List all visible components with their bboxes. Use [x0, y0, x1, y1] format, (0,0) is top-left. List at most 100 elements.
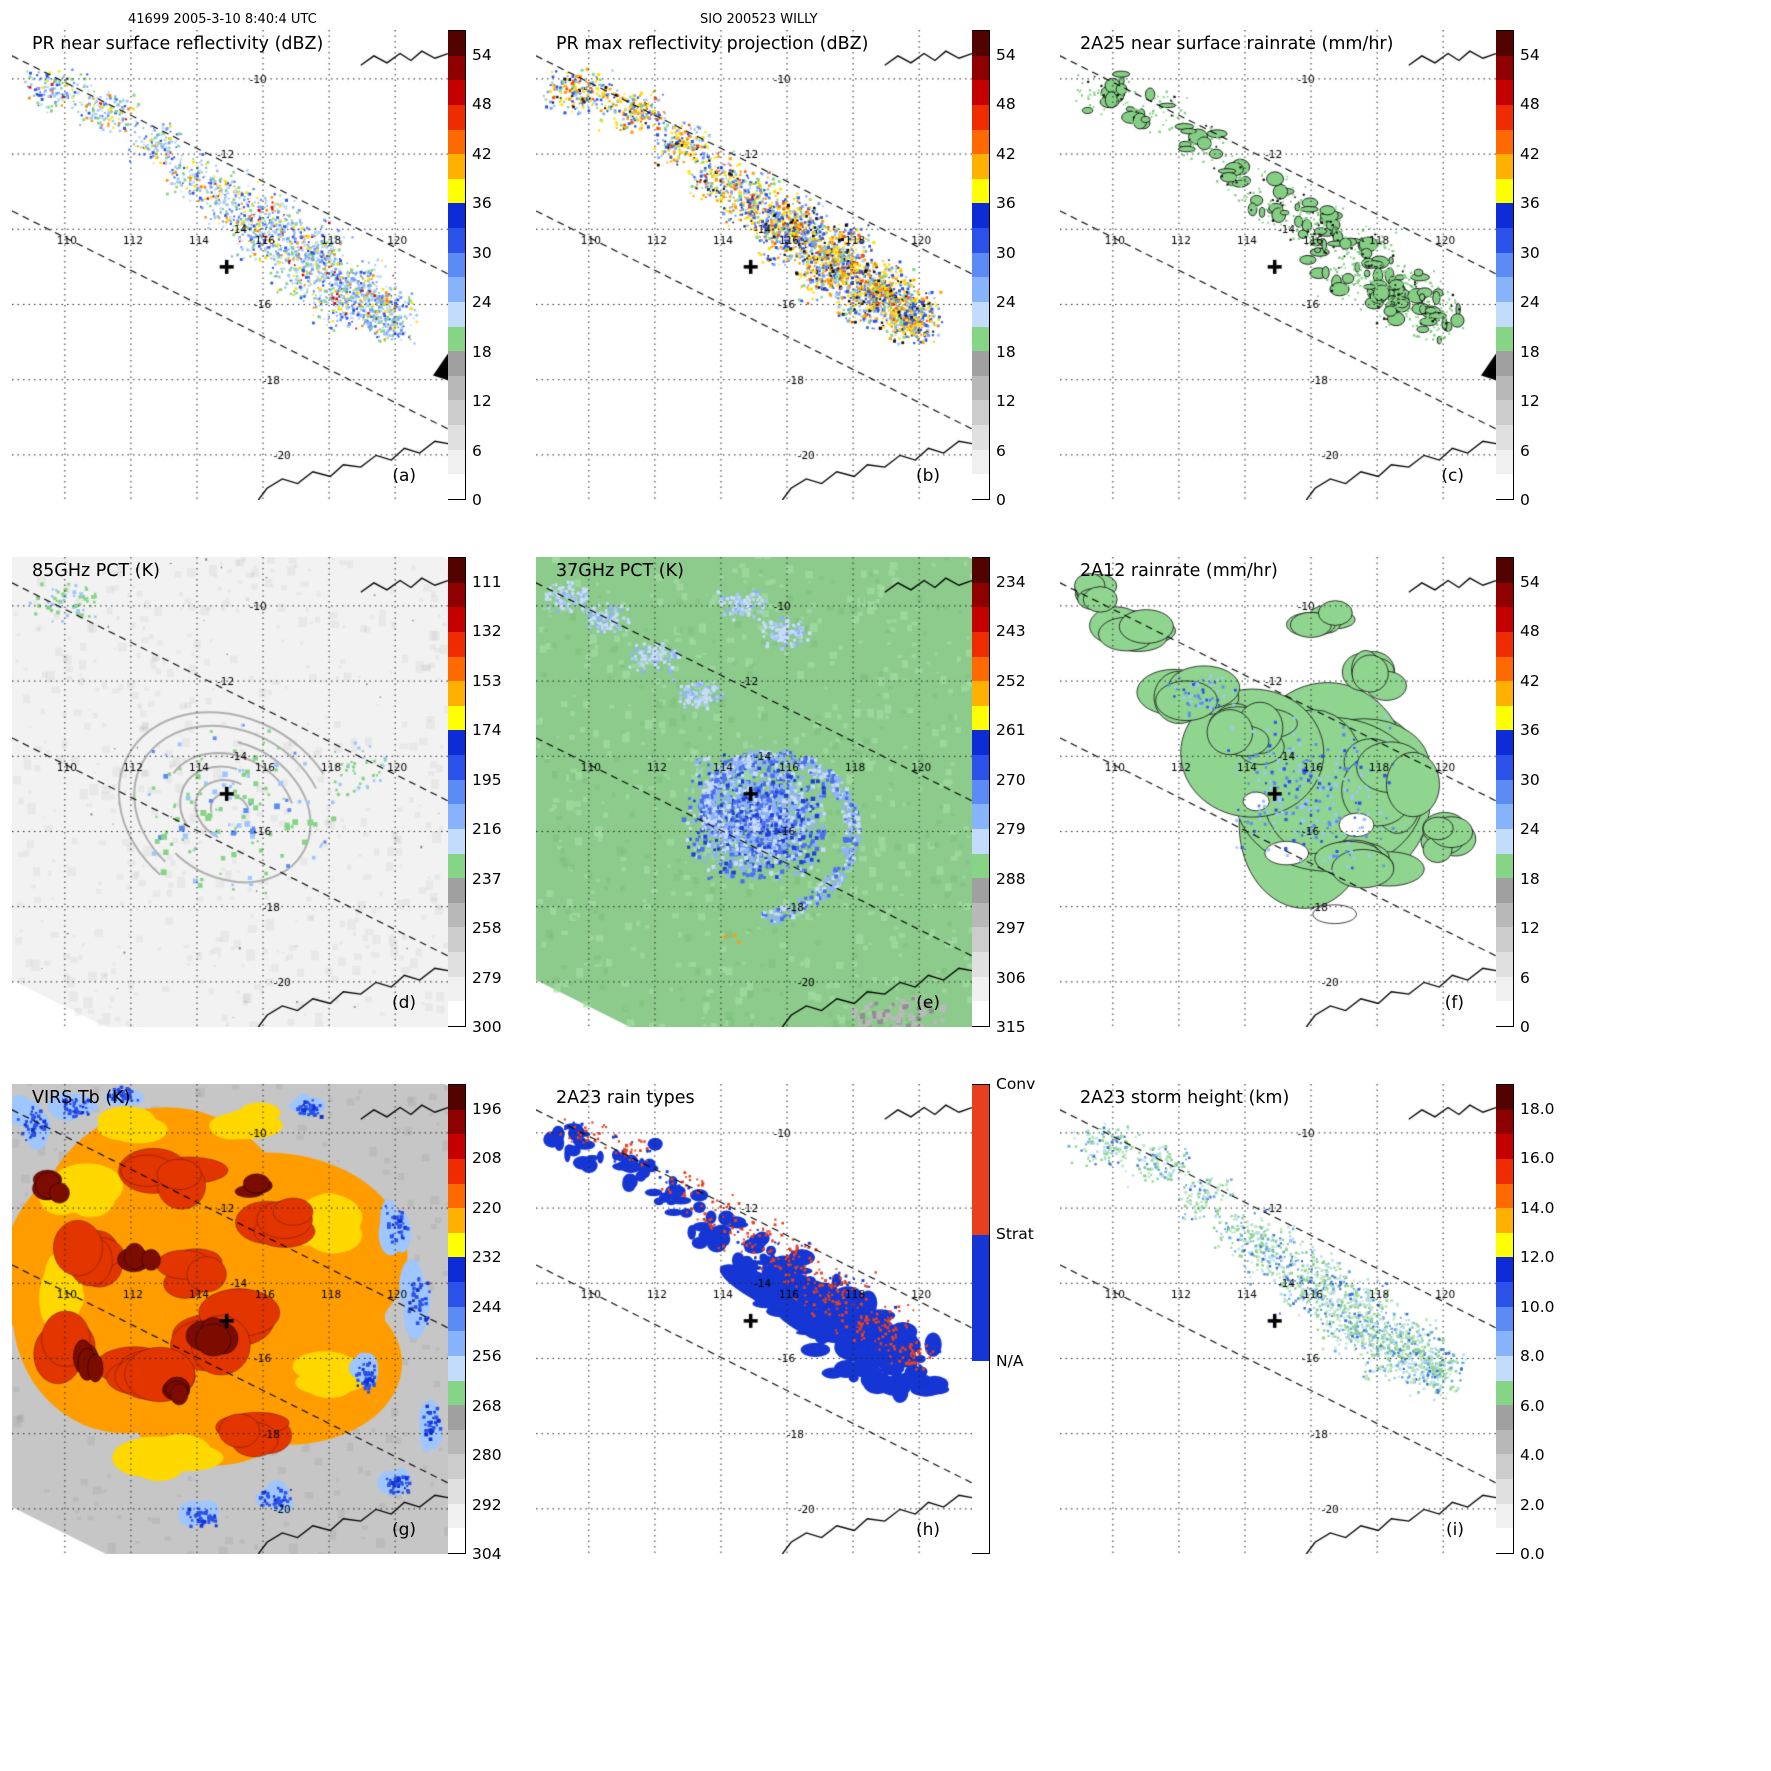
panel-e: 37GHz PCT (K) (e) 234 243 252 261 270 279 288 2…	[528, 557, 1052, 1084]
colorbar-tick: 42	[1520, 671, 1540, 690]
colorbar-tick: 24	[472, 293, 492, 312]
colorbar-tick: 18	[472, 342, 492, 361]
colorbar-tick: 252	[996, 671, 1026, 690]
map-canvas-c	[1060, 30, 1496, 500]
colorbar-labels-i: 18.0 16.0 14.0 12.0 10.0 8.0 6.0 4.0 2.0 0.0	[1520, 1084, 1576, 1563]
colorbar-tick: 297	[996, 919, 1026, 938]
colorbar-d: 111 132 153 174 195 216 237 258 279 300	[446, 557, 528, 1036]
panel-letter-h: (h)	[915, 1520, 940, 1540]
panel-letter-b: (b)	[915, 466, 940, 486]
map-title-i: 2A23 storm height (km)	[1080, 1088, 1290, 1108]
colorbar-tick: 261	[996, 721, 1026, 740]
colorbar-tick: 14.0	[1520, 1198, 1555, 1217]
colorbar-bar-b	[970, 30, 990, 500]
map-b: PR max reflectivity projection (dBZ) (b)	[536, 30, 972, 500]
colorbar-tick: 111	[472, 572, 502, 591]
map-e: 37GHz PCT (K) (e)	[536, 557, 972, 1027]
colorbar-tick: 42	[1520, 144, 1540, 163]
colorbar-tick: 24	[996, 293, 1016, 312]
colorbar-tick: 243	[996, 622, 1026, 641]
colorbar-labels-c: 54 48 42 36 30 24 18 12 6 0	[1520, 30, 1576, 509]
colorbar-bar-h	[970, 1084, 990, 1554]
colorbar-tick: 16.0	[1520, 1149, 1555, 1168]
map-canvas-h	[536, 1084, 972, 1554]
colorbar-tick: 195	[472, 770, 502, 789]
colorbar-tick: 256	[472, 1347, 502, 1366]
colorbar-tick: 54	[1520, 572, 1540, 591]
colorbar-tick: 30	[996, 243, 1016, 262]
colorbar-tick: 153	[472, 671, 502, 690]
colorbar-tick: Strat	[996, 1225, 1034, 1244]
panel-letter-e: (e)	[916, 993, 940, 1013]
colorbar-tick: 0	[472, 491, 482, 509]
colorbar-tick: 54	[472, 45, 492, 64]
colorbar-tick: 0	[1520, 491, 1530, 509]
colorbar-bar-c	[1494, 30, 1514, 500]
colorbar-tick: 4.0	[1520, 1446, 1545, 1465]
colorbar-tick: 12	[1520, 919, 1540, 938]
colorbar-tick: 48	[996, 95, 1016, 114]
colorbar-tick: 8.0	[1520, 1347, 1545, 1366]
colorbar-tick: 232	[472, 1248, 502, 1267]
panel-letter-g: (g)	[391, 1520, 416, 1540]
colorbar-g: 196 208 220 232 244 256 268 280 292 304	[446, 1084, 528, 1563]
panel-letter-d: (d)	[391, 993, 416, 1013]
panel-grid: PR near surface reflectivity (dBZ) (a) 5…	[4, 30, 1576, 1611]
colorbar-tick: 12	[472, 392, 492, 411]
figure-header-storm-name: SIO 200523 WILLY	[700, 12, 818, 27]
colorbar-tick: 48	[1520, 95, 1540, 114]
colorbar-tick: 0.0	[1520, 1545, 1545, 1563]
colorbar-h: Conv Strat N/A	[970, 1075, 1052, 1554]
colorbar-tick: 244	[472, 1297, 502, 1316]
colorbar-labels-b: 54 48 42 36 30 24 18 12 6 0	[996, 30, 1052, 509]
colorbar-bar-i	[1494, 1084, 1514, 1554]
colorbar-tick: 6.0	[1520, 1396, 1545, 1415]
colorbar-tick: N/A	[996, 1352, 1024, 1371]
colorbar-labels-f: 54 48 42 36 30 24 18 12 6 0	[1520, 557, 1576, 1036]
colorbar-tick: 196	[472, 1099, 502, 1118]
colorbar-tick: 292	[472, 1495, 502, 1514]
panel-a: PR near surface reflectivity (dBZ) (a) 5…	[4, 30, 528, 557]
map-canvas-e	[536, 557, 972, 1027]
colorbar-tick: 280	[472, 1446, 502, 1465]
map-title-h: 2A23 rain types	[556, 1088, 695, 1108]
colorbar-tick: 208	[472, 1149, 502, 1168]
map-f: 2A12 rainrate (mm/hr) (f)	[1060, 557, 1496, 1027]
colorbar-tick: 279	[472, 968, 502, 987]
colorbar-tick: 270	[996, 770, 1026, 789]
colorbar-b: 54 48 42 36 30 24 18 12 6 0	[970, 30, 1052, 509]
colorbar-tick: 315	[996, 1018, 1026, 1036]
panel-letter-a: (a)	[392, 466, 416, 486]
colorbar-bar-e	[970, 557, 990, 1027]
panel-d: 85GHz PCT (K) (d) 111 132 153 174 195 216 237 2…	[4, 557, 528, 1084]
colorbar-tick: 258	[472, 919, 502, 938]
colorbar-tick: 268	[472, 1396, 502, 1415]
colorbar-labels-h: Conv Strat N/A	[996, 1075, 1052, 1554]
colorbar-tick: 18	[996, 342, 1016, 361]
colorbar-tick: Conv	[996, 1075, 1036, 1093]
panel-f: 2A12 rainrate (mm/hr) (f) 54 48 42 36 30 24 18…	[1052, 557, 1576, 1084]
map-canvas-b	[536, 30, 972, 500]
map-c: 2A25 near surface rainrate (mm/hr) (c)	[1060, 30, 1496, 500]
map-title-e: 37GHz PCT (K)	[556, 561, 684, 581]
colorbar-labels-g: 196 208 220 232 244 256 268 280 292 304	[472, 1084, 528, 1563]
map-a: PR near surface reflectivity (dBZ) (a)	[12, 30, 448, 500]
colorbar-tick: 36	[1520, 194, 1540, 213]
colorbar-bar-f	[1494, 557, 1514, 1027]
colorbar-tick: 48	[1520, 622, 1540, 641]
colorbar-tick: 174	[472, 721, 502, 740]
colorbar-bar-g	[446, 1084, 466, 1554]
colorbar-tick: 6	[1520, 441, 1530, 460]
map-title-a: PR near surface reflectivity (dBZ)	[32, 34, 324, 54]
map-canvas-g	[12, 1084, 448, 1554]
colorbar-tick: 288	[996, 869, 1026, 888]
colorbar-i: 18.0 16.0 14.0 12.0 10.0 8.0 6.0 4.0 2.0 0.0	[1494, 1084, 1576, 1563]
colorbar-tick: 6	[996, 441, 1006, 460]
colorbar-tick: 30	[472, 243, 492, 262]
colorbar-f: 54 48 42 36 30 24 18 12 6 0	[1494, 557, 1576, 1036]
colorbar-tick: 30	[1520, 770, 1540, 789]
colorbar-tick: 6	[472, 441, 482, 460]
map-i: 2A23 storm height (km) (i)	[1060, 1084, 1496, 1554]
colorbar-tick: 54	[1520, 45, 1540, 64]
colorbar-tick: 2.0	[1520, 1495, 1545, 1514]
